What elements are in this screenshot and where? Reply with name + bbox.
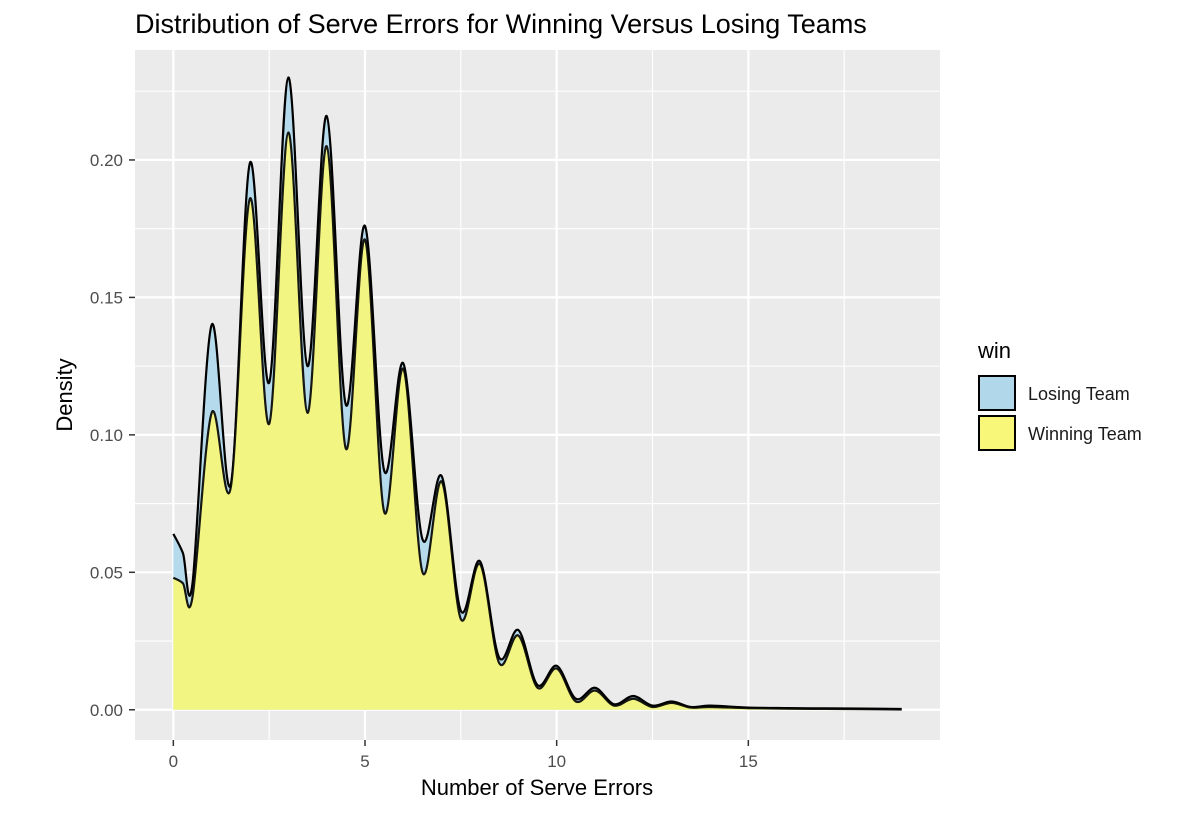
legend-label-winning-team: Winning Team xyxy=(1028,424,1142,444)
density-areas xyxy=(172,76,902,711)
legend-key-winning-team xyxy=(978,415,1016,451)
legend-label-losing-team: Losing Team xyxy=(1028,384,1130,404)
legend-key-losing-team xyxy=(978,375,1016,411)
x-axis-label: Number of Serve Errors xyxy=(421,775,653,800)
density-line-losing-team xyxy=(172,76,902,711)
y-axis-label: Density xyxy=(52,358,77,431)
x-tick-label: 15 xyxy=(739,752,758,771)
y-tick-label: 0.10 xyxy=(90,426,123,445)
legend-title: win xyxy=(977,338,1011,363)
x-axis-ticks: 0 5 10 15 xyxy=(169,740,758,771)
x-tick-label: 5 xyxy=(360,752,369,771)
x-tick-label: 0 xyxy=(169,752,178,771)
density-line-winning-team xyxy=(172,131,902,711)
y-tick-label: 0.20 xyxy=(90,151,123,170)
density-area-winning-team xyxy=(173,132,902,710)
y-tick-label: 0.05 xyxy=(90,563,123,582)
chart-title: Distribution of Serve Errors for Winning… xyxy=(135,9,867,39)
y-tick-label: 0.15 xyxy=(90,288,123,307)
y-tick-label: 0.00 xyxy=(90,701,123,720)
x-tick-label: 10 xyxy=(547,752,566,771)
y-axis-ticks: 0.00 0.05 0.10 0.15 0.20 xyxy=(90,151,135,720)
legend: win Losing Team Winning Team xyxy=(977,338,1142,451)
